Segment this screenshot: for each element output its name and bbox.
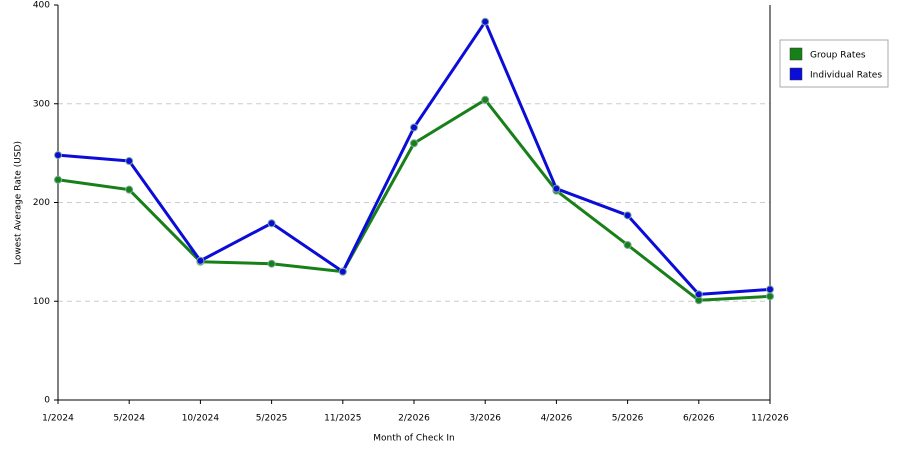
data-point xyxy=(410,123,418,132)
data-point xyxy=(54,151,62,160)
data-point xyxy=(267,219,276,228)
data-point xyxy=(410,139,418,148)
data-point xyxy=(125,157,134,166)
data-point xyxy=(267,259,276,268)
y-tick-label: 0 xyxy=(44,396,50,406)
x-tick-label: 1/2024 xyxy=(42,414,74,424)
x-tick-label: 3/2026 xyxy=(469,414,501,424)
data-point xyxy=(623,211,632,220)
y-axis-label: Lowest Average Rate (USD) xyxy=(14,141,24,265)
x-tick-label: 5/2026 xyxy=(612,414,644,424)
y-tick-label: 300 xyxy=(33,99,50,109)
data-point xyxy=(766,292,774,301)
legend-swatch xyxy=(789,47,803,61)
data-point xyxy=(623,240,632,249)
legend-swatch xyxy=(789,67,803,81)
x-tick-label: 11/2026 xyxy=(751,414,789,424)
data-point xyxy=(54,175,62,184)
data-point xyxy=(125,185,134,194)
data-point xyxy=(481,95,490,104)
data-point xyxy=(766,285,774,294)
data-point xyxy=(196,256,205,265)
legend: Group Rates Individual Rates xyxy=(779,39,889,88)
y-tick-label: 200 xyxy=(33,198,50,208)
data-point xyxy=(481,17,490,26)
data-point xyxy=(552,184,561,193)
x-tick-label: 4/2026 xyxy=(541,414,573,424)
x-tick-label: 11/2025 xyxy=(324,414,361,424)
x-tick-label: 5/2025 xyxy=(256,414,288,424)
x-tick-label: 2/2026 xyxy=(398,414,430,424)
legend-label: Group Rates xyxy=(810,51,866,61)
data-point xyxy=(338,267,347,276)
y-tick-label: 100 xyxy=(33,297,50,307)
x-tick-label: 10/2024 xyxy=(182,414,220,424)
legend-label: Individual Rates xyxy=(810,71,882,81)
y-tick-label: 400 xyxy=(33,1,50,11)
x-tick-label: 6/2026 xyxy=(683,414,715,424)
x-axis-label: Month of Check In xyxy=(373,434,455,444)
data-point xyxy=(694,290,703,299)
x-tick-label: 5/2024 xyxy=(113,414,145,424)
